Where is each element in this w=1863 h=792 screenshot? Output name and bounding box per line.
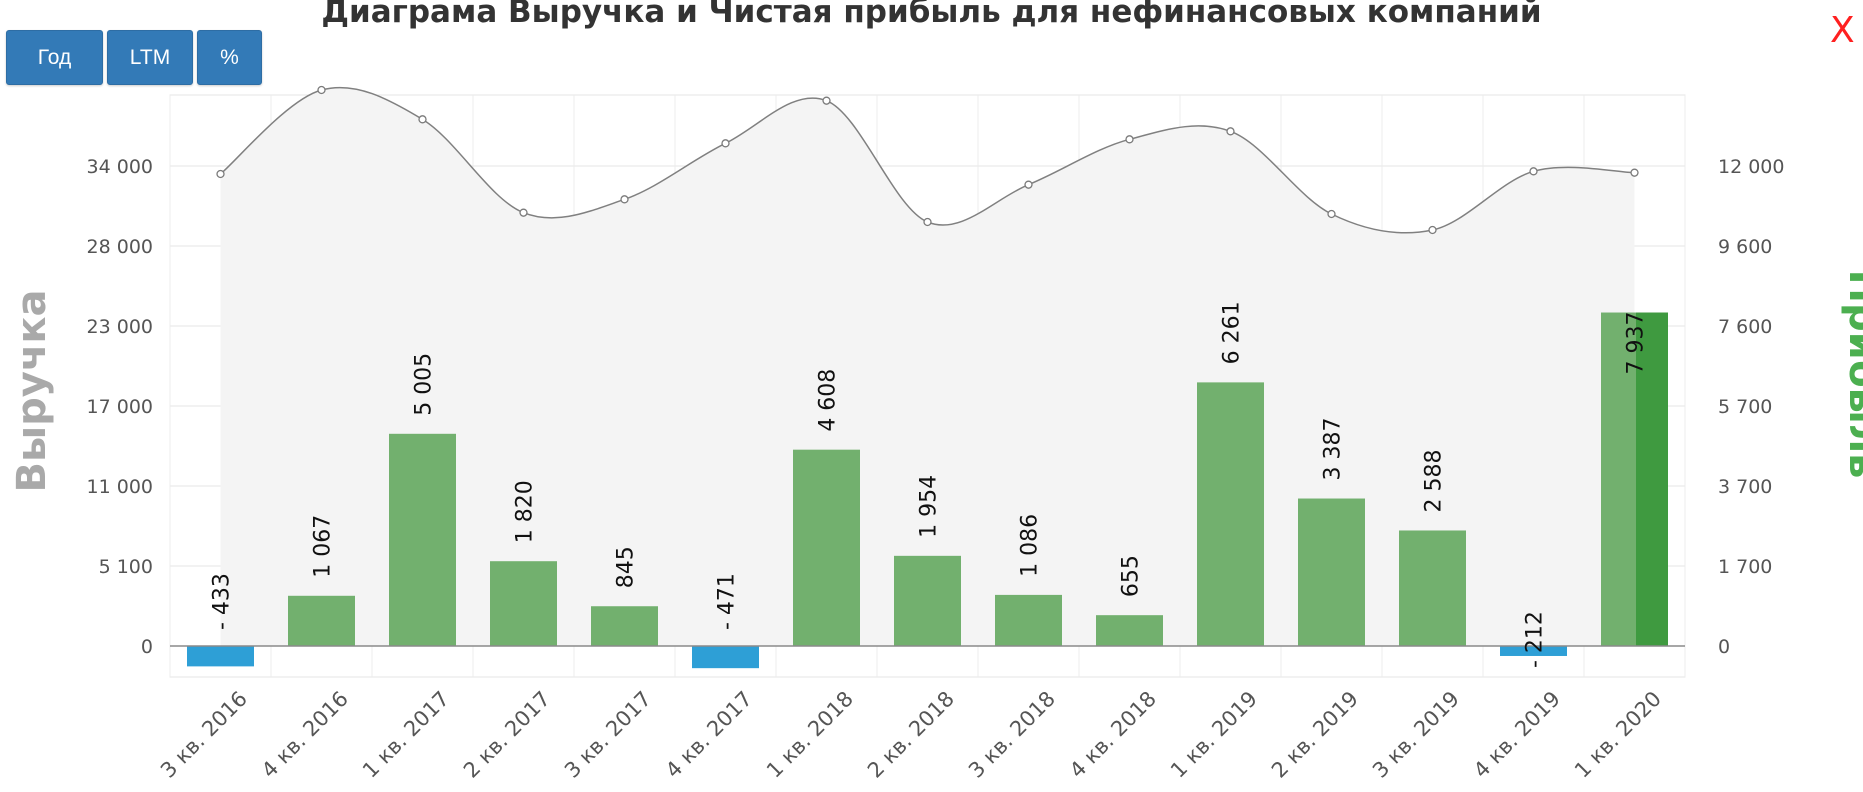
left-axis-tick-label: 34 000: [87, 156, 153, 178]
revenue-point: [519, 208, 528, 217]
revenue-line: [220, 86, 1635, 234]
bar-data-label: 655: [1119, 555, 1144, 597]
x-axis-category-label: 2 кв. 2019: [1267, 687, 1363, 783]
left-axis-tick-label: 23 000: [87, 316, 153, 338]
profit-bar: [793, 449, 860, 646]
x-axis-category-label: 1 кв. 2017: [358, 687, 454, 783]
profit-bar: [995, 594, 1062, 646]
revenue-point: [822, 96, 831, 105]
right-axis-tick-label: 3 700: [1718, 476, 1772, 498]
bar-data-label: - 212: [1523, 611, 1548, 668]
bar-data-label: 1 086: [1018, 514, 1043, 577]
x-axis-category-label: 1 кв. 2019: [1166, 687, 1262, 783]
bar-data-label: - 471: [715, 573, 740, 630]
ltm-button[interactable]: LTM: [107, 30, 193, 85]
x-axis-category-label: 3 кв. 2016: [156, 687, 252, 783]
x-axis-category-label: 4 кв. 2019: [1469, 687, 1565, 783]
bar-data-label: 1 954: [917, 475, 942, 538]
percent-button[interactable]: %: [197, 30, 262, 85]
right-axis-tick-label: 9 600: [1718, 236, 1772, 258]
profit-bar: [288, 595, 355, 646]
revenue-point: [216, 169, 225, 179]
bar-data-label: 5 005: [412, 353, 437, 416]
revenue-point: [1327, 209, 1336, 219]
period-toggle-group: Год LTM %: [6, 30, 262, 85]
page-title: Диаграма Выручка и Чистая прибыль для не…: [321, 0, 1542, 30]
x-axis-category-label: 3 кв. 2017: [560, 687, 656, 783]
revenue-area: [220, 87, 1635, 646]
right-axis-tick-label: 7 600: [1718, 316, 1772, 338]
revenue-point: [620, 195, 629, 204]
x-axis-category-label: 3 кв. 2019: [1368, 687, 1464, 783]
left-axis-title: Выручка: [9, 290, 55, 493]
x-axis-category-label: 4 кв. 2018: [1065, 687, 1161, 783]
left-axis-tick-label: 17 000: [87, 396, 153, 418]
close-icon[interactable]: X: [1830, 10, 1855, 51]
profit-bar: [187, 646, 254, 667]
profit-bar: [1399, 530, 1466, 646]
x-axis-category-label: 2 кв. 2018: [863, 687, 959, 783]
bar-data-label: - 433: [210, 573, 235, 630]
profit-bar-highlight: [1636, 312, 1668, 646]
left-axis-tick-label: 5 100: [99, 556, 153, 578]
revenue-point: [317, 85, 326, 95]
right-axis-tick-label: 5 700: [1718, 396, 1772, 418]
left-axis-tick-label: 11 000: [87, 476, 153, 498]
bar-data-label: 7 937: [1624, 312, 1649, 375]
revenue-point: [1226, 127, 1235, 136]
right-axis-title: Прибыль: [1840, 270, 1863, 479]
x-axis-category-label: 2 кв. 2017: [459, 687, 555, 783]
bar-data-label: 3 387: [1321, 418, 1346, 481]
revenue-point: [1529, 167, 1538, 176]
profit-bar: [389, 433, 456, 646]
bar-data-label: 845: [614, 546, 639, 588]
bar-data-label: 1 067: [311, 515, 336, 578]
profit-bar: [692, 646, 759, 669]
revenue-point: [923, 217, 932, 227]
x-axis-category-label: 3 кв. 2018: [964, 687, 1060, 783]
revenue-point: [1125, 135, 1134, 144]
revenue-point: [721, 139, 730, 148]
profit-bar: [1096, 615, 1163, 646]
right-axis-tick-label: 0: [1718, 636, 1730, 658]
profit-bar: [1197, 382, 1264, 646]
bar-data-label: 6 261: [1220, 301, 1245, 364]
year-button[interactable]: Год: [6, 30, 103, 85]
profit-bar: [1298, 498, 1365, 646]
revenue-point: [1630, 168, 1639, 177]
right-axis-tick-label: 1 700: [1718, 556, 1772, 578]
right-axis-tick-label: 12 000: [1718, 156, 1784, 178]
x-axis-category-label: 1 кв. 2018: [762, 687, 858, 783]
left-axis-tick-label: 0: [141, 636, 153, 658]
bar-data-label: 2 588: [1422, 449, 1447, 512]
revenue-point: [1428, 225, 1437, 235]
bar-data-label: 1 820: [513, 480, 538, 543]
profit-bar: [1500, 646, 1567, 656]
x-axis-category-label: 1 кв. 2020: [1570, 687, 1666, 783]
left-axis-tick-label: 28 000: [87, 236, 153, 258]
revenue-point: [1024, 180, 1033, 189]
profit-bar: [894, 555, 961, 646]
profit-bar: [490, 561, 557, 646]
revenue-point: [418, 115, 427, 124]
bar-data-label: 4 608: [816, 369, 841, 432]
profit-bar: [591, 606, 658, 646]
x-axis-category-label: 4 кв. 2017: [661, 687, 757, 783]
x-axis-category-label: 4 кв. 2016: [257, 687, 353, 783]
